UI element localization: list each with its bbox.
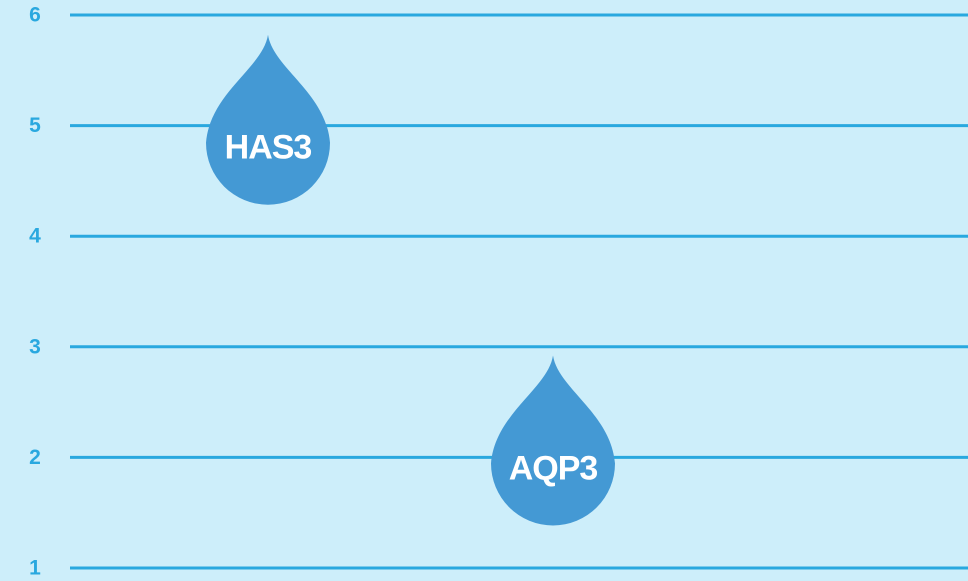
droplet (491, 355, 615, 526)
y-tick-label: 4 (29, 225, 41, 248)
droplet-label: HAS3 (225, 129, 312, 167)
y-tick-label: 2 (29, 446, 41, 469)
y-tick-label: 6 (29, 4, 41, 27)
y-tick-label: 5 (29, 114, 41, 137)
droplet (206, 34, 331, 205)
y-tick-label: 3 (29, 335, 41, 358)
droplet-label: AQP3 (509, 449, 598, 487)
y-tick-label: 1 (29, 557, 41, 580)
